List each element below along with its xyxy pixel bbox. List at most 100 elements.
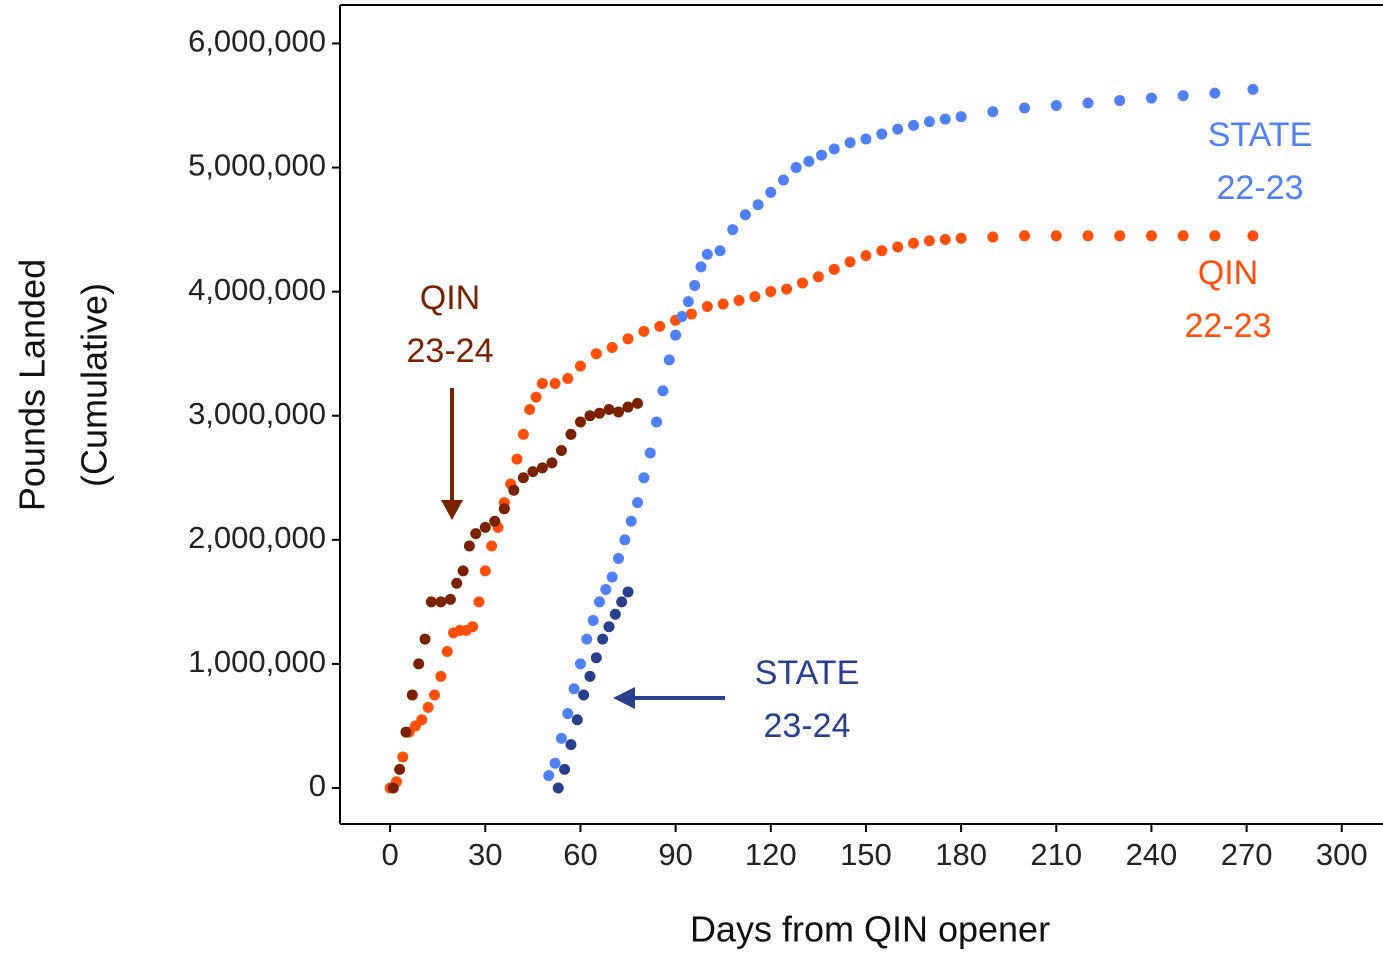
- point: [1114, 230, 1126, 242]
- point: [622, 333, 634, 345]
- point: [1177, 90, 1189, 102]
- point: [394, 763, 406, 775]
- point: [1019, 102, 1031, 114]
- point: [1145, 230, 1157, 242]
- point: [574, 416, 586, 428]
- point: [860, 250, 872, 262]
- point: [632, 397, 644, 409]
- point: [479, 521, 491, 533]
- point: [568, 683, 580, 695]
- series: [543, 83, 1259, 782]
- point: [498, 503, 510, 515]
- point: [416, 714, 428, 726]
- point: [765, 286, 777, 298]
- y-tick-label: 5,000,000: [188, 148, 326, 183]
- point: [562, 373, 574, 385]
- point: [565, 739, 577, 751]
- point: [559, 763, 571, 775]
- point: [625, 515, 637, 527]
- point: [714, 245, 726, 257]
- point: [555, 444, 567, 456]
- point: [470, 528, 482, 540]
- point: [425, 596, 437, 608]
- point: [555, 732, 567, 744]
- point: [613, 552, 625, 564]
- point: [939, 113, 951, 125]
- point: [606, 571, 618, 583]
- point: [435, 596, 447, 608]
- point: [1019, 230, 1031, 242]
- point: [908, 237, 920, 249]
- point: [644, 447, 656, 459]
- point: [441, 646, 453, 658]
- point: [413, 658, 425, 670]
- annotation: 23-24: [407, 332, 494, 370]
- point: [752, 199, 764, 211]
- x-tick-label: 270: [1221, 837, 1273, 872]
- point: [685, 308, 697, 320]
- point: [517, 472, 529, 484]
- point: [419, 633, 431, 645]
- point: [600, 583, 612, 595]
- point: [651, 416, 663, 428]
- annotation: 22-23: [1217, 169, 1304, 207]
- point: [1247, 230, 1259, 242]
- point: [622, 586, 634, 598]
- point: [663, 354, 675, 366]
- point: [638, 472, 650, 484]
- point: [562, 708, 574, 720]
- point: [654, 320, 666, 332]
- point: [590, 348, 602, 360]
- point: [508, 484, 520, 496]
- point: [479, 565, 491, 577]
- point: [429, 689, 441, 701]
- point: [467, 621, 479, 633]
- point: [457, 565, 469, 577]
- y-tick-label: 4,000,000: [188, 272, 326, 307]
- x-tick-label: 300: [1316, 837, 1368, 872]
- point: [803, 155, 815, 167]
- point: [727, 224, 739, 236]
- annotation: QIN: [1198, 254, 1258, 292]
- annotation: STATE: [1208, 116, 1313, 154]
- point: [676, 310, 688, 322]
- point: [860, 133, 872, 145]
- point: [701, 248, 713, 260]
- y-tick-label: 3,000,000: [188, 396, 326, 431]
- point: [406, 689, 418, 701]
- point: [400, 726, 412, 738]
- y-tick-label: 6,000,000: [188, 24, 326, 59]
- point: [387, 782, 399, 794]
- point: [657, 385, 669, 397]
- point: [587, 614, 599, 626]
- point: [590, 652, 602, 664]
- point: [549, 377, 561, 389]
- point: [593, 407, 605, 419]
- point: [689, 279, 701, 291]
- point: [1247, 83, 1259, 95]
- x-tick-label: 240: [1126, 837, 1178, 872]
- point: [816, 149, 828, 161]
- point: [517, 428, 529, 440]
- x-tick-label: 60: [563, 837, 597, 872]
- point: [701, 301, 713, 313]
- y-tick-label: 2,000,000: [188, 520, 326, 555]
- point: [876, 245, 888, 257]
- point: [844, 137, 856, 149]
- point: [796, 277, 808, 289]
- point: [622, 401, 634, 413]
- point: [489, 515, 501, 527]
- point: [593, 596, 605, 608]
- x-tick-label: 120: [745, 837, 797, 872]
- x-tick-label: 150: [840, 837, 892, 872]
- point: [530, 391, 542, 403]
- point: [536, 462, 548, 474]
- point: [435, 670, 447, 682]
- point: [892, 123, 904, 135]
- point: [828, 263, 840, 275]
- point: [733, 294, 745, 306]
- point: [463, 540, 475, 552]
- y-tick-label: 1,000,000: [188, 644, 326, 679]
- point: [609, 608, 621, 620]
- point: [574, 360, 586, 372]
